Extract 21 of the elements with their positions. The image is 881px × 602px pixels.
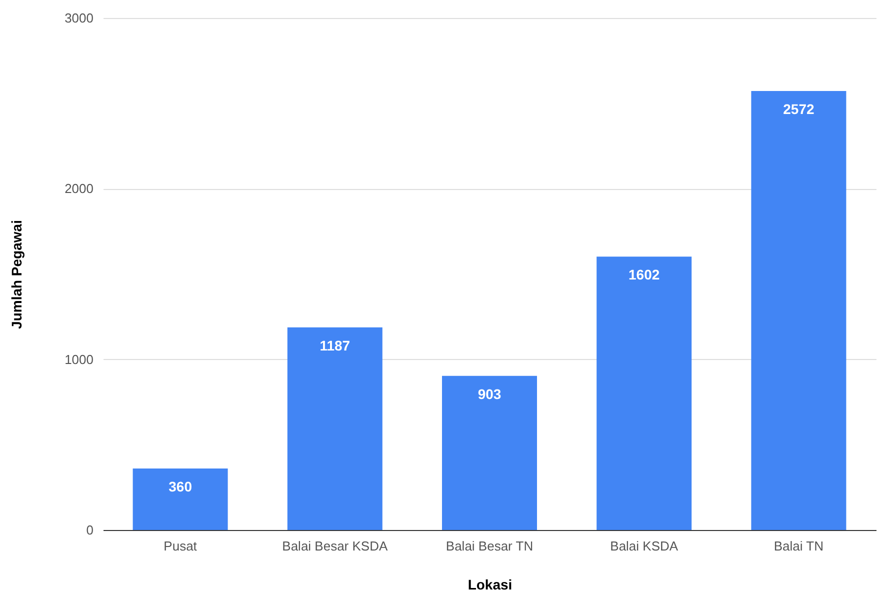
data-label: 1602 <box>628 266 660 283</box>
x-axis-title: Lokasi <box>468 576 512 592</box>
x-tick-label: Balai KSDA <box>610 538 678 554</box>
data-label: 360 <box>168 478 192 495</box>
x-tick-label: Balai Besar KSDA <box>282 538 388 554</box>
y-tick-label: 0 <box>86 522 94 538</box>
data-label: 903 <box>478 386 502 402</box>
bar <box>442 376 537 530</box>
y-tick-label: 2000 <box>64 181 94 196</box>
bar <box>596 256 692 530</box>
y-tick-label: 1000 <box>64 352 94 367</box>
bar <box>751 91 846 530</box>
bar <box>287 327 382 530</box>
y-tick-label: 3000 <box>64 10 94 26</box>
data-label: 1187 <box>320 337 350 354</box>
data-label: 2572 <box>783 101 814 118</box>
x-tick-label: Balai Besar TN <box>446 538 534 554</box>
x-tick-label: Pusat <box>164 538 198 554</box>
bar <box>132 468 228 530</box>
x-tick-label: Balai TN <box>774 538 824 554</box>
y-axis-title: Jumlah Pegawai <box>8 220 25 329</box>
